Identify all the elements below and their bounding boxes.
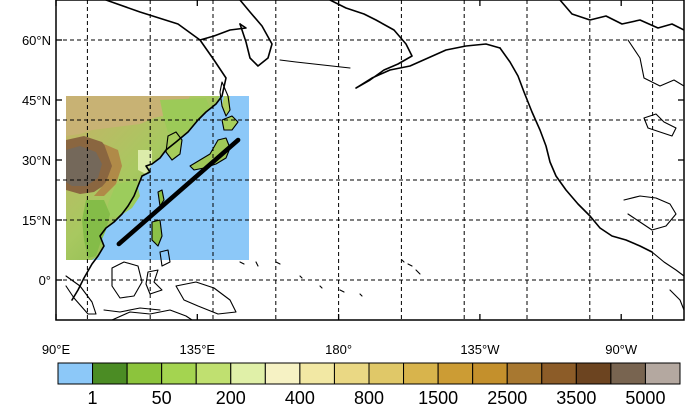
aleutian-islands [279, 59, 351, 69]
colorbar-swatch [57, 362, 94, 385]
colorbar-label: 5000 [625, 388, 665, 406]
indonesia-islands [103, 307, 161, 313]
colorbar-swatch [368, 362, 405, 385]
colorbar-swatch [299, 362, 335, 385]
colorbar-swatch [437, 362, 474, 385]
colorbar-swatch [230, 362, 266, 385]
korea [166, 132, 182, 160]
borneo-coastline [111, 261, 143, 299]
colorbar-swatch [333, 362, 370, 385]
colorbar-swatch [161, 362, 197, 385]
na-arctic-coastline [559, 0, 684, 31]
colorbar-label: 3500 [556, 388, 596, 406]
luzon [152, 220, 162, 246]
map-axes: 90°E 135°E 180° 135°W 90°W 60°N 45°N 30°N 15°N 0° [22, 0, 684, 357]
micronesia-islands [239, 261, 363, 297]
sulawesi-coastline [145, 269, 163, 295]
colorbar-swatch [264, 362, 301, 385]
new-guinea-coastline [175, 281, 237, 315]
alaska-coastline [329, 0, 501, 89]
colorbar-swatch [541, 362, 577, 385]
x-tick-label: 90°E [42, 342, 71, 357]
colorbar-label: 50 [152, 388, 172, 406]
y-tick-label: 60°N [22, 33, 51, 48]
colorbar-swatch [126, 362, 163, 385]
asia-coastline [71, 0, 227, 301]
colorbar-label: 200 [216, 388, 246, 406]
colorbar-swatch [644, 362, 681, 385]
x-tick-label: 135°E [180, 342, 216, 357]
colorbar-swatch [506, 362, 543, 385]
x-tick-label: 135°W [460, 342, 500, 357]
topography-domain [66, 96, 249, 260]
sakhalin-coastline [219, 81, 231, 117]
y-tick-label: 30°N [22, 153, 51, 168]
hawaii-islands [401, 259, 421, 275]
colorbar-swatch [403, 362, 439, 385]
south-america [669, 289, 684, 311]
tibetan-core [66, 146, 102, 186]
colorbar-label: 1 [88, 388, 98, 406]
south-china-lowland [108, 180, 140, 218]
elevation-colorbar: 1 50 200 400 800 1500 2500 3500 5000 [57, 362, 681, 406]
australia-coastline [111, 309, 193, 320]
plateau-edge [94, 144, 122, 196]
colorbar-label: 400 [285, 388, 315, 406]
colorbar-swatch [575, 362, 612, 385]
kamchatka-coastline [239, 0, 273, 67]
na-west-coastline [499, 47, 653, 253]
colorbar-swatch [472, 362, 508, 385]
sumatra-coastline [65, 275, 97, 315]
philippines-coastline [151, 219, 171, 267]
x-tick-label: 90°W [605, 342, 638, 357]
colorbar-label: 2500 [487, 388, 527, 406]
colorbar-label: 1500 [418, 388, 458, 406]
y-tick-label: 45°N [22, 93, 51, 108]
colorbar-swatch [610, 362, 646, 385]
hokkaido-coastline [221, 115, 239, 131]
northern-plateau [66, 96, 190, 136]
map-grid [56, 0, 684, 320]
coastlines [65, 0, 684, 320]
colorbar-label: 800 [354, 388, 384, 406]
gulf-of-mexico [623, 195, 677, 231]
hudson-bay [627, 39, 684, 87]
y-tick-label: 15°N [22, 213, 51, 228]
x-tick-label: 180° [325, 342, 352, 357]
y-tick-label: 0° [39, 273, 51, 288]
northeast-lowland [160, 98, 210, 134]
korea-coastline [165, 131, 183, 161]
coastal-plain [138, 150, 152, 174]
section-line [116, 137, 241, 247]
central-america [651, 251, 684, 277]
indochina [82, 200, 110, 258]
colorbar-swatch [195, 362, 232, 385]
okhotsk-coastline [199, 23, 247, 41]
colorbar-swatch [92, 362, 128, 385]
taiwan-coastline [157, 189, 165, 207]
great-lakes [643, 113, 677, 137]
